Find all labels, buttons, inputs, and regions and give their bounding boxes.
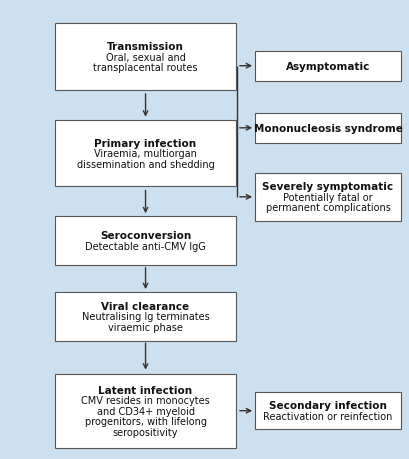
Text: Viraemia, multiorgan: Viraemia, multiorgan bbox=[94, 149, 196, 159]
Text: Seroconversion: Seroconversion bbox=[100, 231, 191, 241]
FancyBboxPatch shape bbox=[254, 173, 400, 222]
Text: Detectable anti-CMV IgG: Detectable anti-CMV IgG bbox=[85, 241, 205, 251]
Text: Transmission: Transmission bbox=[107, 42, 184, 52]
FancyBboxPatch shape bbox=[254, 51, 400, 81]
Text: dissemination and shedding: dissemination and shedding bbox=[76, 159, 214, 169]
Text: Neutralising Ig terminates: Neutralising Ig terminates bbox=[81, 312, 209, 322]
FancyBboxPatch shape bbox=[254, 114, 400, 143]
Text: Latent infection: Latent infection bbox=[98, 385, 192, 395]
Text: Oral, sexual and: Oral, sexual and bbox=[106, 52, 185, 62]
FancyBboxPatch shape bbox=[55, 217, 235, 265]
FancyBboxPatch shape bbox=[55, 374, 235, 448]
FancyBboxPatch shape bbox=[55, 120, 235, 187]
Text: permanent complications: permanent complications bbox=[265, 203, 389, 213]
Text: Viral clearance: Viral clearance bbox=[101, 301, 189, 311]
Text: Mononucleosis syndrome: Mononucleosis syndrome bbox=[253, 123, 402, 134]
Text: Potentially fatal or: Potentially fatal or bbox=[283, 192, 372, 202]
FancyBboxPatch shape bbox=[55, 24, 235, 90]
Text: progenitors, with lifelong: progenitors, with lifelong bbox=[84, 416, 206, 426]
FancyBboxPatch shape bbox=[254, 392, 400, 429]
Text: Secondary infection: Secondary infection bbox=[268, 401, 386, 410]
Text: Severely symptomatic: Severely symptomatic bbox=[262, 182, 393, 192]
Text: CMV resides in monocytes: CMV resides in monocytes bbox=[81, 395, 209, 405]
Text: seropositivity: seropositivity bbox=[112, 427, 178, 437]
Text: and CD34+ myeloid: and CD34+ myeloid bbox=[96, 406, 194, 416]
Text: Primary infection: Primary infection bbox=[94, 138, 196, 148]
Text: transplacental routes: transplacental routes bbox=[93, 63, 197, 73]
Text: Asymptomatic: Asymptomatic bbox=[285, 62, 369, 72]
FancyBboxPatch shape bbox=[55, 293, 235, 341]
Text: viraemic phase: viraemic phase bbox=[108, 322, 182, 332]
Text: Reactivation or reinfection: Reactivation or reinfection bbox=[263, 411, 392, 421]
